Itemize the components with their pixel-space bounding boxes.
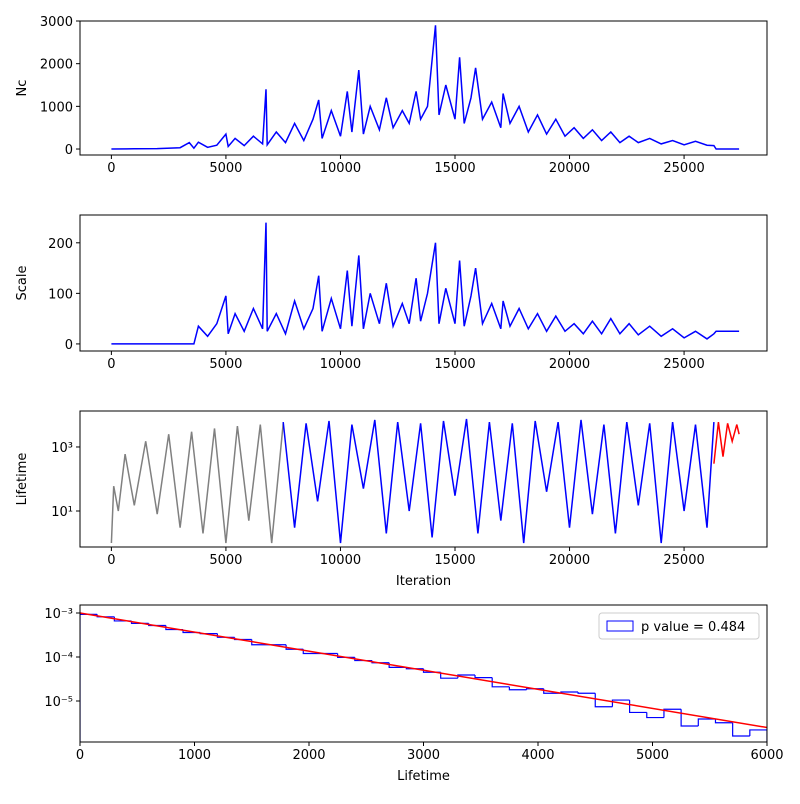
histogram-step — [491, 677, 510, 688]
histogram-step — [457, 674, 476, 679]
x-axis-label: Lifetime — [397, 769, 450, 784]
x-tick-label: 5000 — [636, 748, 669, 763]
histogram-step — [80, 613, 98, 742]
axes-frame — [79, 410, 768, 548]
x-tick-label: 25000 — [663, 553, 704, 568]
y-tick-label: 1000 — [40, 100, 73, 115]
histogram-step — [663, 708, 682, 718]
y-tick-label: 0 — [65, 338, 73, 353]
x-tick-label: 20000 — [549, 357, 590, 372]
histogram-step — [611, 699, 630, 707]
y-tick-label: 2000 — [40, 58, 73, 73]
y-tick-label: 100 — [48, 287, 73, 302]
data-line — [110, 423, 284, 544]
x-tick-label: 20000 — [549, 553, 590, 568]
y-tick-label: 200 — [48, 237, 73, 252]
y-tick-label: 10¹ — [51, 505, 73, 520]
histogram-step — [646, 712, 664, 719]
x-tick-label: 15000 — [434, 161, 475, 176]
y-axis-label: Lifetime — [15, 453, 30, 506]
y-tick-label: 10⁻⁵ — [44, 695, 73, 710]
x-tick-label: 6000 — [750, 748, 783, 763]
x-tick-label: 10000 — [320, 161, 361, 176]
legend-swatch — [606, 620, 634, 632]
x-tick-label: 2000 — [292, 748, 325, 763]
x-tick-label: 0 — [107, 553, 115, 568]
x-tick-label: 0 — [107, 161, 115, 176]
histogram-step — [594, 693, 613, 708]
data-line — [111, 222, 740, 345]
fit-line — [80, 612, 767, 729]
x-axis-label: Iteration — [396, 574, 451, 589]
x-tick-label: 4000 — [521, 748, 554, 763]
x-tick-label: 10000 — [320, 553, 361, 568]
data-line — [713, 422, 740, 464]
x-tick-label: 25000 — [663, 161, 704, 176]
y-tick-label: 10⁻⁴ — [44, 651, 73, 666]
data-line — [111, 25, 740, 150]
x-tick-label: 5000 — [209, 553, 242, 568]
legend-label: p value = 0.484 — [641, 620, 745, 635]
x-tick-label: 15000 — [434, 553, 475, 568]
y-axis-label: Nc — [15, 80, 30, 97]
histogram-step — [474, 674, 493, 679]
histogram-step — [508, 686, 527, 691]
histogram-step — [680, 709, 699, 727]
x-tick-label: 10000 — [320, 357, 361, 372]
histogram-step — [577, 692, 596, 694]
axes-frame — [79, 214, 768, 352]
y-tick-label: 0 — [65, 143, 73, 158]
x-tick-label: 1000 — [178, 748, 211, 763]
histogram-step — [749, 729, 767, 742]
axes-frame — [79, 604, 768, 743]
y-tick-label: 3000 — [40, 15, 73, 30]
legend-box — [598, 612, 760, 640]
histogram-step — [440, 672, 458, 679]
data-line — [282, 418, 715, 544]
x-tick-label: 5000 — [209, 357, 242, 372]
histogram-step — [697, 718, 716, 727]
histogram-step — [714, 718, 733, 724]
x-tick-label: 15000 — [434, 357, 475, 372]
x-tick-label: 25000 — [663, 357, 704, 372]
x-tick-label: 3000 — [407, 748, 440, 763]
x-tick-label: 5000 — [209, 161, 242, 176]
y-tick-label: 10⁻³ — [44, 607, 73, 622]
x-tick-label: 0 — [107, 357, 115, 372]
x-tick-label: 20000 — [549, 161, 590, 176]
histogram-step — [732, 722, 750, 737]
y-tick-label: 10³ — [51, 441, 73, 456]
axes-frame — [79, 20, 768, 156]
x-tick-label: 0 — [76, 748, 84, 763]
y-axis-label: Scale — [15, 266, 30, 301]
